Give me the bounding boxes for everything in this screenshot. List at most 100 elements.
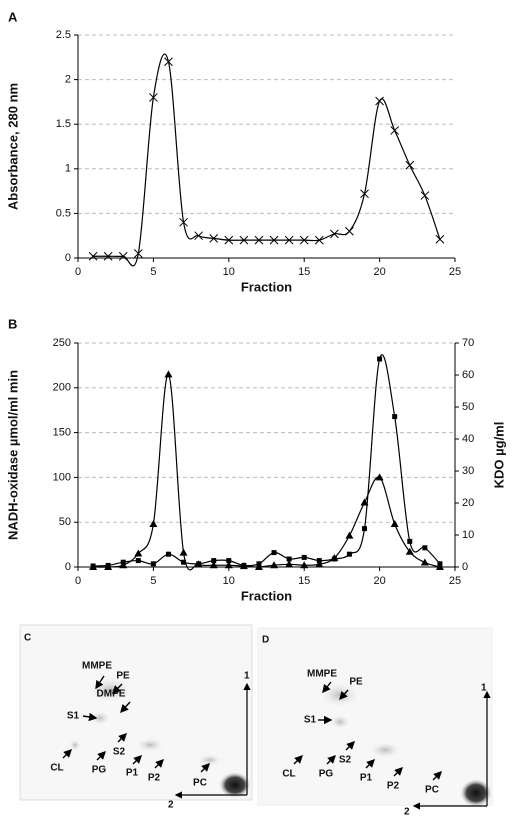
marker [209, 234, 219, 243]
spot-arrow [322, 681, 332, 694]
marker [300, 561, 309, 569]
marker [392, 414, 398, 420]
marker [135, 558, 141, 564]
marker [196, 561, 202, 567]
marker [405, 160, 415, 170]
marker [377, 356, 383, 362]
marker [239, 235, 249, 245]
marker [407, 538, 413, 544]
marker [179, 217, 188, 227]
marker [285, 560, 294, 568]
marker [405, 547, 414, 555]
marker [316, 558, 322, 564]
x-tick-label: 10 [223, 266, 235, 278]
marker [254, 235, 264, 245]
panel-label: D [262, 635, 269, 646]
y-tick-label: 0.5 [56, 207, 71, 219]
marker [165, 551, 171, 557]
dimension-label: 1 [481, 683, 487, 694]
marker [194, 231, 203, 241]
series-line [93, 354, 441, 567]
marker [241, 562, 247, 568]
y-axis-title: NADH-oxidase µmol/ml min [5, 370, 20, 540]
marker [179, 548, 188, 556]
y2-axis-title: KDO µg/ml [491, 422, 506, 489]
dimension-label: 2 [168, 800, 174, 811]
y2-tick-label: 0 [462, 561, 468, 573]
marker [375, 96, 384, 106]
y-tick-label: 1.5 [56, 118, 71, 130]
marker [90, 563, 96, 569]
origin-spot [219, 772, 251, 798]
marker [256, 561, 262, 567]
spot-label: MMPE [307, 669, 337, 680]
marker [120, 559, 126, 565]
x-axis-title: Fraction [241, 279, 292, 294]
spot-label: PG [319, 769, 334, 780]
marker [133, 249, 143, 258]
spot-arrow [393, 767, 403, 777]
marker [149, 519, 158, 527]
y-tick-label: 50 [59, 516, 71, 528]
marker [420, 191, 430, 200]
y2-tick-label: 70 [462, 337, 474, 349]
y2-tick-label: 60 [462, 369, 474, 381]
spot-label: CL [282, 769, 295, 780]
marker [345, 531, 354, 539]
y-tick-label: 250 [53, 337, 71, 349]
y-tick-label: 100 [53, 471, 71, 483]
spot-arrow [96, 751, 106, 761]
y-tick-label: 200 [53, 382, 71, 394]
spot-label: S1 [304, 715, 317, 726]
x-tick-label: 25 [449, 575, 461, 587]
spot-arrow [432, 771, 442, 781]
spot-arrow [112, 683, 123, 694]
spot-arrow [132, 755, 142, 765]
marker [360, 498, 369, 506]
y2-tick-label: 40 [462, 433, 474, 445]
y-tick-label: 2.5 [56, 29, 71, 41]
marker [435, 563, 444, 570]
x-tick-label: 25 [449, 266, 461, 278]
x-tick-label: 15 [298, 575, 310, 587]
y2-tick-label: 30 [462, 465, 474, 477]
y-tick-label: 0 [65, 561, 71, 573]
spot-label: S2 [113, 747, 126, 758]
spot-label: CL [50, 763, 63, 774]
marker [286, 556, 292, 562]
marker [360, 189, 369, 199]
dimension-label: 1 [244, 671, 250, 682]
y-tick-label: 150 [53, 427, 71, 439]
marker [301, 554, 307, 560]
spot [198, 754, 222, 766]
marker [314, 235, 324, 245]
marker [437, 561, 443, 567]
spot-arrow [345, 741, 355, 751]
spot-arrow [326, 755, 336, 765]
marker [435, 234, 445, 244]
marker [134, 549, 143, 557]
spot [136, 738, 164, 752]
y-tick-label: 2 [65, 74, 71, 86]
spot-label: PE [116, 671, 130, 682]
marker [105, 562, 111, 568]
spot-arrow [154, 759, 164, 769]
spot-label: P1 [360, 773, 373, 784]
marker [420, 558, 429, 566]
y-tick-label: 1 [65, 163, 71, 175]
plate-c [19, 624, 253, 801]
spot-label: PE [349, 677, 363, 688]
spot-arrow [365, 759, 375, 769]
panel-label: C [24, 633, 31, 644]
x-tick-label: 5 [150, 575, 156, 587]
marker [271, 550, 277, 556]
marker [390, 519, 399, 527]
tlc-plates: C D 1 2 1 2 [19, 624, 493, 818]
spot-label: DMPE [97, 689, 126, 700]
marker [422, 545, 428, 551]
x-tick-label: 10 [223, 575, 235, 587]
origin-spot [460, 779, 492, 807]
spot-arrow [339, 689, 349, 701]
